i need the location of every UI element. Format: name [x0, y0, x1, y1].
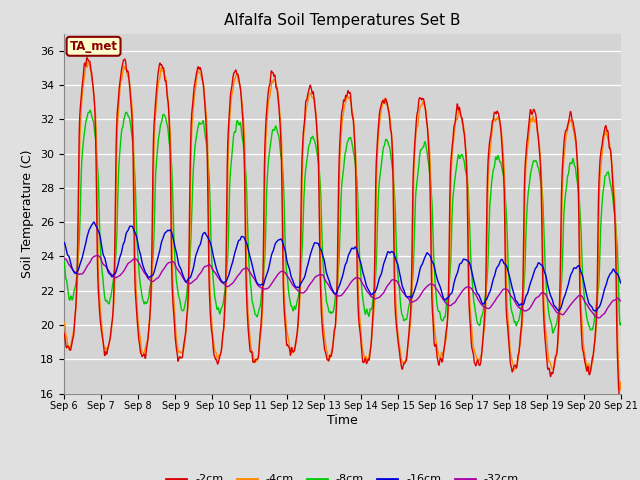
Legend: -2cm, -4cm, -8cm, -16cm, -32cm: -2cm, -4cm, -8cm, -16cm, -32cm	[162, 470, 523, 480]
Text: TA_met: TA_met	[70, 40, 118, 53]
Y-axis label: Soil Temperature (C): Soil Temperature (C)	[22, 149, 35, 278]
Title: Alfalfa Soil Temperatures Set B: Alfalfa Soil Temperatures Set B	[224, 13, 461, 28]
X-axis label: Time: Time	[327, 414, 358, 427]
